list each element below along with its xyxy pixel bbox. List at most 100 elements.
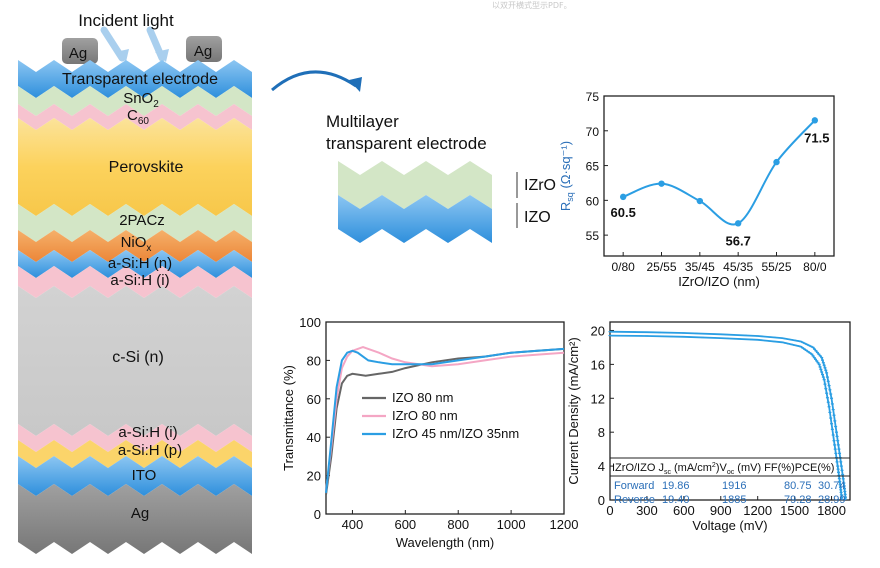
layer-label-perovskite: Perovskite bbox=[109, 159, 184, 176]
layer-label-2pacz: 2PACz bbox=[119, 212, 165, 229]
arrow-head-icon bbox=[349, 77, 362, 92]
layer-transparent-electrode bbox=[18, 60, 252, 98]
table-header-part: (mV) bbox=[734, 462, 761, 474]
x-tick-label: 1000 bbox=[497, 517, 526, 532]
table-cell: 80.75 bbox=[784, 480, 812, 492]
ag-contact-right bbox=[186, 36, 222, 62]
x-tick-label: 0/80 bbox=[611, 260, 635, 274]
table-cell: 30.74 bbox=[818, 480, 846, 492]
x-tick-label: 1500 bbox=[780, 503, 809, 518]
x-tick-label: 300 bbox=[636, 503, 658, 518]
layer-asih-i-top bbox=[18, 266, 252, 298]
layer-asih-i-bottom bbox=[18, 424, 252, 452]
table-cell: 19.86 bbox=[662, 480, 690, 492]
layer-ito bbox=[18, 456, 252, 496]
layer-asih-p bbox=[18, 440, 252, 468]
x-tick-label: 900 bbox=[710, 503, 732, 518]
legend-label: IZrO 80 nm bbox=[392, 408, 458, 423]
table-header-part: sc bbox=[664, 469, 672, 476]
table-header-part: oc bbox=[727, 469, 735, 476]
x-tick-label: 600 bbox=[394, 517, 416, 532]
multilayer-title-line2: transparent electrode bbox=[326, 134, 487, 153]
izro-label: IZrO bbox=[524, 177, 556, 194]
izo-label: IZO bbox=[524, 209, 551, 226]
rsq-y-axis-title-sub: sq bbox=[565, 192, 575, 202]
jv-parameter-table: IZrO/IZO Jsc (mA/cm2)Voc (mV) FF(%)PCE(%… bbox=[610, 457, 850, 506]
layer-ag-bottom bbox=[18, 484, 252, 554]
incident-light-arrowhead-icon bbox=[115, 49, 129, 62]
table-cell: Reverse bbox=[614, 494, 655, 506]
incident-light-label: Incident light bbox=[78, 11, 174, 30]
rsq-data-point bbox=[734, 220, 742, 227]
table-header-part: ) bbox=[716, 462, 720, 474]
transmittance-y-axis-title: Transmittance (%) bbox=[281, 365, 296, 471]
layer-2pacz bbox=[18, 204, 252, 242]
x-tick-label: 1200 bbox=[743, 503, 772, 518]
layer-label-asih-i-top: a-Si:H (i) bbox=[110, 272, 169, 289]
rsq-data-label: 56.7 bbox=[726, 233, 751, 248]
x-tick-label: 35/45 bbox=[685, 260, 715, 274]
plot-frame bbox=[325, 321, 565, 515]
x-tick-label: 45/35 bbox=[723, 260, 753, 274]
table-header: IZrO/IZO Jsc (mA/cm2)Voc (mV) FF(%)PCE(%… bbox=[612, 462, 834, 476]
x-tick-label: 1800 bbox=[817, 503, 846, 518]
transmittance-series-line bbox=[325, 347, 565, 494]
y-tick-label: 100 bbox=[299, 315, 321, 330]
izo-layer bbox=[338, 195, 492, 243]
rsq-x-axis-title: IZrO/IZO (nm) bbox=[678, 274, 760, 289]
rsq-data-label: 60.5 bbox=[611, 205, 636, 220]
x-tick-label: 25/55 bbox=[646, 260, 676, 274]
incident-light-arrowhead-icon bbox=[155, 49, 169, 62]
solar-cell-stack bbox=[18, 26, 252, 554]
transmittance-x-axis-title: Wavelength (nm) bbox=[396, 535, 495, 550]
layer-label-sno2: SnO2 bbox=[123, 90, 159, 110]
watermark-text: 以双开横式型示PDF。 bbox=[492, 1, 572, 10]
layer-asih-n bbox=[18, 250, 252, 278]
y-tick-label: 0 bbox=[598, 493, 605, 508]
layer-sno2 bbox=[18, 86, 252, 116]
layer-label-c60: C60 bbox=[127, 107, 149, 127]
rsq-series-line bbox=[622, 119, 816, 226]
table-header-part: J bbox=[658, 462, 664, 474]
rsq-y-axis-title-main: R bbox=[558, 202, 573, 211]
y-tick-label: 60 bbox=[586, 194, 600, 208]
curved-arrow-icon bbox=[271, 70, 357, 92]
layer-niox bbox=[18, 230, 252, 262]
y-tick-label: 20 bbox=[591, 323, 605, 338]
table-header-part: (mA/cm bbox=[671, 462, 712, 474]
transmittance-chart: 400 600 800 1000 1200 0 20 40 60 80 100 IZO 80 nm IZ… bbox=[281, 315, 578, 550]
multilayer-title-line1: Multilayer bbox=[326, 112, 399, 131]
y-tick-label: 4 bbox=[598, 459, 605, 474]
y-tick-label: 20 bbox=[307, 469, 321, 484]
layer-label-asih-n: a-Si:H (n) bbox=[108, 255, 172, 272]
rsq-data-point bbox=[696, 197, 704, 205]
table-cell: 79.28 bbox=[784, 494, 812, 506]
layer-perovskite bbox=[18, 118, 252, 216]
rsq-chart: 0/80 25/55 35/45 45/35 55/25 80/0 55 60 65 70 75 60… bbox=[558, 90, 835, 289]
legend-label: IZrO 45 nm/IZO 35nm bbox=[392, 426, 519, 441]
y-tick-label: 55 bbox=[586, 229, 600, 243]
table-cell: 28.99 bbox=[818, 494, 846, 506]
table-cell: 1885 bbox=[722, 494, 746, 506]
layer-c60 bbox=[18, 104, 252, 130]
plot-frame bbox=[609, 321, 851, 501]
rsq-data-point bbox=[619, 193, 627, 201]
x-tick-label: 0 bbox=[606, 503, 613, 518]
y-tick-label: 0 bbox=[314, 507, 321, 522]
transmittance-series-line bbox=[325, 345, 565, 492]
jv-chart: 0 300 600 900 1200 1500 1800 0 4 8 12 16 20 IZrO/IZO … bbox=[566, 321, 851, 533]
rsq-data-point bbox=[773, 158, 780, 166]
x-tick-label: 55/25 bbox=[761, 260, 791, 274]
rsq-y-axis-title: Rsq (Ω·sq⁻¹) bbox=[558, 141, 575, 211]
layer-label-transparent-electrode: Transparent electrode bbox=[62, 71, 218, 88]
rsq-data-point bbox=[811, 117, 819, 124]
izro-layer bbox=[338, 161, 492, 209]
rsq-data-label: 71.5 bbox=[804, 130, 829, 145]
y-tick-label: 8 bbox=[598, 425, 605, 440]
x-tick-label: 80/0 bbox=[803, 260, 827, 274]
layer-label-ito: ITO bbox=[132, 467, 157, 484]
y-tick-label: 16 bbox=[591, 357, 605, 372]
x-tick-label: 800 bbox=[447, 517, 469, 532]
x-tick-label: 400 bbox=[342, 517, 364, 532]
layer-label-asih-p: a-Si:H (p) bbox=[118, 442, 182, 459]
